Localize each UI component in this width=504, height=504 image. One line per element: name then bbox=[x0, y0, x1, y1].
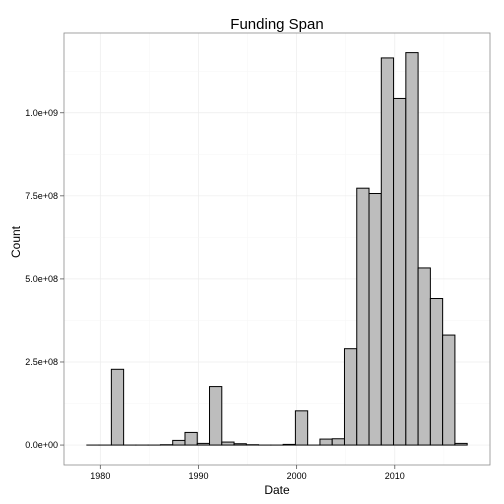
histogram-bar bbox=[393, 97, 407, 446]
y-tick-label: 7.5e+08 bbox=[25, 191, 58, 201]
x-axis-title: Date bbox=[264, 483, 290, 497]
x-tick-label: 1980 bbox=[90, 471, 110, 481]
histogram-bar bbox=[221, 441, 235, 446]
x-axis-ticks: 1980 1990 2000 2010 bbox=[90, 465, 405, 481]
histogram-bar bbox=[442, 334, 456, 446]
histogram-bar bbox=[380, 57, 395, 446]
histogram-bar bbox=[319, 438, 333, 446]
y-tick-label: 5.0e+08 bbox=[25, 274, 58, 284]
histogram-bar bbox=[417, 267, 431, 446]
histogram-bar bbox=[429, 298, 444, 446]
x-tick-label: 2010 bbox=[385, 471, 405, 481]
histogram-bar bbox=[184, 431, 198, 446]
histogram-bar bbox=[110, 368, 125, 446]
y-tick-label: 1.0e+09 bbox=[25, 108, 58, 118]
histogram-bar bbox=[294, 410, 309, 446]
histogram-bar bbox=[233, 443, 247, 446]
panel-border bbox=[63, 32, 491, 466]
histogram-bar bbox=[368, 193, 382, 446]
chart-title: Funding Span bbox=[230, 16, 323, 33]
histogram-bar bbox=[343, 348, 358, 446]
y-tick-label: 2.5e+08 bbox=[25, 357, 58, 367]
histogram-bar bbox=[331, 438, 345, 446]
histogram-bar bbox=[405, 52, 419, 446]
histogram-bar bbox=[282, 443, 296, 446]
y-axis-title: Count bbox=[9, 225, 23, 258]
histogram-bar bbox=[196, 442, 211, 446]
bars bbox=[86, 52, 468, 446]
histogram-bar bbox=[172, 439, 186, 446]
histogram-bar bbox=[454, 442, 468, 446]
y-axis-ticks: 0.0e+00 2.5e+08 5.0e+08 7.5e+08 1.0e+09 bbox=[25, 108, 64, 450]
x-tick-label: 1990 bbox=[188, 471, 208, 481]
x-tick-label: 2000 bbox=[287, 471, 307, 481]
y-tick-label: 0.0e+00 bbox=[25, 440, 58, 450]
histogram-bar bbox=[356, 187, 370, 446]
histogram-bar bbox=[209, 386, 223, 446]
